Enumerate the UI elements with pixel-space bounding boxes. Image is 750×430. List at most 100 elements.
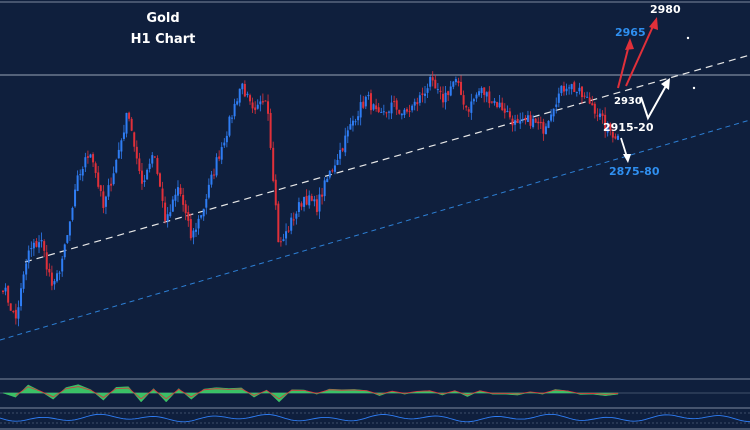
bullish-candle <box>297 202 300 213</box>
bearish-candle <box>267 101 270 114</box>
bearish-candle <box>140 170 143 184</box>
bearish-candle <box>331 170 334 172</box>
bullish-candle <box>76 175 79 192</box>
bullish-candle <box>472 99 475 102</box>
bearish-candle <box>243 83 246 97</box>
bullish-candle <box>174 194 177 201</box>
bullish-candle <box>544 126 547 135</box>
bullish-candle <box>197 218 200 229</box>
bearish-candle <box>305 195 308 205</box>
bullish-candle <box>413 101 416 106</box>
bullish-candle <box>223 142 226 146</box>
macd-panel <box>0 384 750 403</box>
bearish-candle <box>86 156 89 158</box>
bearish-candle <box>537 121 540 124</box>
bearish-candle <box>287 230 290 232</box>
bullish-candle <box>550 114 553 121</box>
bearish-candle <box>604 114 607 131</box>
bearish-candle <box>179 187 182 195</box>
bullish-candle <box>194 229 197 232</box>
label-2875-80: 2875-80 <box>609 165 660 178</box>
white-path-arrow <box>640 83 668 121</box>
bullish-candle <box>202 208 205 217</box>
bearish-candle <box>341 148 344 151</box>
bullish-candle <box>403 109 406 116</box>
bearish-candle <box>138 158 141 172</box>
bullish-candle <box>125 112 128 134</box>
bullish-candle <box>344 135 347 153</box>
bullish-candle <box>210 174 213 185</box>
bullish-candle <box>236 101 239 105</box>
bullish-candle <box>586 96 589 98</box>
bearish-candle <box>591 103 594 106</box>
oscillator-panel <box>0 412 750 424</box>
bullish-candle <box>565 88 568 92</box>
bearish-candle <box>395 100 398 110</box>
bullish-candle <box>233 103 236 117</box>
bearish-candle <box>92 154 95 163</box>
label-2930: 2930 <box>614 96 642 107</box>
bearish-candle <box>369 93 372 111</box>
bearish-candle <box>110 183 113 186</box>
bearish-candle <box>421 93 424 95</box>
bearish-candle <box>218 156 221 159</box>
candlestick-series <box>2 71 619 327</box>
bearish-candle <box>158 173 161 187</box>
bullish-candle <box>4 287 7 292</box>
bullish-candle <box>318 194 321 212</box>
bearish-candle <box>508 111 511 118</box>
bullish-candle <box>38 242 41 248</box>
marker-dot <box>692 86 696 90</box>
bullish-candle <box>498 102 501 108</box>
bearish-candle <box>614 136 617 139</box>
white-support-trendline <box>24 54 750 263</box>
bearish-candle <box>431 77 434 81</box>
bullish-candle <box>238 88 241 103</box>
bullish-candle <box>117 149 120 159</box>
bearish-candle <box>130 118 133 131</box>
bearish-candle <box>609 123 612 131</box>
bullish-candle <box>148 163 151 170</box>
bullish-candle <box>303 196 306 207</box>
bullish-candle <box>27 250 30 263</box>
bearish-candle <box>161 188 164 201</box>
bullish-candle <box>568 87 571 89</box>
bullish-candle <box>146 169 149 180</box>
bullish-candle <box>336 160 339 165</box>
bearish-candle <box>164 202 167 221</box>
bearish-candle <box>97 172 100 187</box>
bullish-candle <box>436 89 439 91</box>
bullish-candle <box>171 199 174 212</box>
bearish-candle <box>251 102 254 109</box>
label-2965: 2965 <box>615 26 646 39</box>
bullish-candle <box>454 79 457 83</box>
bearish-candle <box>488 91 491 104</box>
bearish-candle <box>187 212 190 221</box>
bearish-candle <box>35 241 38 247</box>
bearish-candle <box>457 80 460 84</box>
red-arrow-2980 <box>625 23 655 87</box>
bearish-candle <box>9 303 12 311</box>
bearish-candle <box>133 132 136 147</box>
bullish-candle <box>74 189 77 207</box>
bearish-candle <box>274 179 277 206</box>
bearish-candle <box>447 91 450 96</box>
bearish-candle <box>261 101 264 103</box>
bullish-candle <box>84 157 87 168</box>
bearish-candle <box>534 118 537 123</box>
bullish-candle <box>552 108 555 117</box>
bearish-candle <box>249 95 252 102</box>
bullish-candle <box>30 248 33 250</box>
bearish-candle <box>408 110 411 112</box>
bullish-candle <box>228 116 231 136</box>
white-down-arrow <box>620 137 628 158</box>
bearish-candle <box>405 109 408 112</box>
bearish-candle <box>300 203 303 207</box>
bearish-candle <box>416 102 419 105</box>
bullish-candle <box>424 93 427 96</box>
bullish-candle <box>192 230 195 238</box>
bullish-candle <box>112 173 115 185</box>
bearish-candle <box>562 85 565 92</box>
